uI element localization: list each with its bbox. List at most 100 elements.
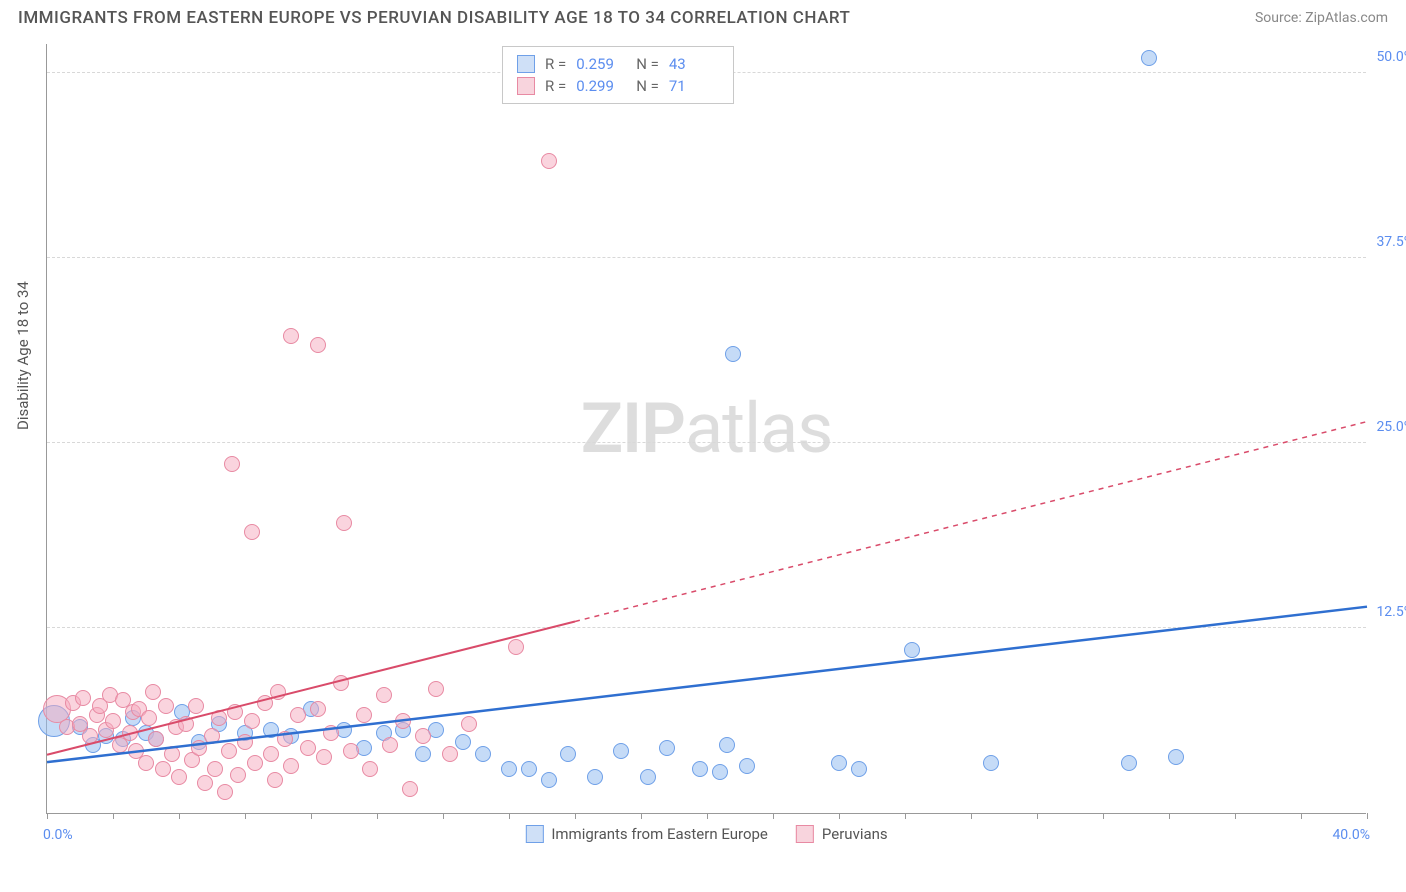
- data-point: [851, 761, 867, 777]
- legend-label: Peruvians: [822, 825, 888, 843]
- legend-label: Immigrants from Eastern Europe: [551, 825, 768, 843]
- data-point: [508, 639, 524, 655]
- data-point: [283, 758, 299, 774]
- xtick: [707, 813, 708, 819]
- gridline: [47, 257, 1366, 258]
- data-point: [692, 761, 708, 777]
- data-point: [138, 755, 154, 771]
- data-point: [300, 740, 316, 756]
- xtick: [1367, 813, 1368, 819]
- gridline: [47, 627, 1366, 628]
- data-point: [263, 746, 279, 762]
- legend-swatch: [517, 77, 535, 95]
- data-point: [395, 713, 411, 729]
- data-point: [217, 784, 233, 800]
- xtick: [47, 813, 48, 819]
- data-point: [158, 698, 174, 714]
- xtick: [773, 813, 774, 819]
- xtick: [839, 813, 840, 819]
- xtick: [179, 813, 180, 819]
- data-point: [171, 769, 187, 785]
- gridline: [47, 442, 1366, 443]
- data-point: [983, 755, 999, 771]
- data-point: [191, 740, 207, 756]
- data-point: [237, 734, 253, 750]
- data-point: [725, 346, 741, 362]
- data-point: [1141, 50, 1157, 66]
- data-point: [336, 515, 352, 531]
- xlabel-left: 0.0%: [43, 827, 73, 843]
- data-point: [316, 749, 332, 765]
- data-point: [145, 684, 161, 700]
- xtick: [641, 813, 642, 819]
- data-point: [475, 746, 491, 762]
- data-point: [197, 775, 213, 791]
- ytick-label: 37.5%: [1376, 234, 1406, 250]
- xtick: [971, 813, 972, 819]
- data-point: [739, 758, 755, 774]
- data-point: [247, 755, 263, 771]
- data-point: [310, 337, 326, 353]
- data-point: [521, 761, 537, 777]
- xtick: [245, 813, 246, 819]
- data-point: [283, 328, 299, 344]
- data-point: [415, 728, 431, 744]
- data-point: [719, 737, 735, 753]
- xtick: [1301, 813, 1302, 819]
- data-point: [415, 746, 431, 762]
- data-point: [402, 781, 418, 797]
- xtick: [443, 813, 444, 819]
- data-point: [560, 746, 576, 762]
- data-point: [1168, 749, 1184, 765]
- data-point: [82, 728, 98, 744]
- xtick: [1235, 813, 1236, 819]
- data-point: [904, 642, 920, 658]
- ytick-label: 25.0%: [1376, 419, 1406, 435]
- data-point: [221, 743, 237, 759]
- legend-swatch: [796, 825, 814, 843]
- xtick: [113, 813, 114, 819]
- data-point: [831, 755, 847, 771]
- data-point: [541, 153, 557, 169]
- ytick-label: 12.5%: [1376, 604, 1406, 620]
- legend-series: Immigrants from Eastern Europe Peruvians: [525, 825, 887, 843]
- data-point: [587, 769, 603, 785]
- data-point: [343, 743, 359, 759]
- data-point: [207, 761, 223, 777]
- data-point: [659, 740, 675, 756]
- data-point: [382, 737, 398, 753]
- regression-lines: [47, 44, 1367, 814]
- data-point: [122, 725, 138, 741]
- xlabel-right: 40.0%: [1332, 827, 1370, 843]
- data-point: [640, 769, 656, 785]
- data-point: [290, 707, 306, 723]
- data-point: [712, 764, 728, 780]
- data-point: [227, 704, 243, 720]
- data-point: [455, 734, 471, 750]
- plot-area: ZIPatlas 12.5%25.0%37.5%50.0%0.0%40.0%Im…: [46, 44, 1366, 814]
- data-point: [105, 713, 121, 729]
- data-point: [501, 761, 517, 777]
- legend-swatch: [525, 825, 543, 843]
- y-axis-title: Disability Age 18 to 34: [14, 281, 32, 430]
- data-point: [141, 710, 157, 726]
- data-point: [204, 728, 220, 744]
- data-point: [310, 701, 326, 717]
- xtick: [1103, 813, 1104, 819]
- legend-stats: R =0.259N =43R =0.299N =71: [502, 46, 734, 104]
- xtick: [377, 813, 378, 819]
- data-point: [155, 761, 171, 777]
- data-point: [323, 725, 339, 741]
- data-point: [613, 743, 629, 759]
- data-point: [230, 767, 246, 783]
- xtick: [311, 813, 312, 819]
- source-label: Source: ZipAtlas.com: [1255, 10, 1388, 26]
- xtick: [1169, 813, 1170, 819]
- chart-title: IMMIGRANTS FROM EASTERN EUROPE VS PERUVI…: [18, 8, 850, 28]
- data-point: [356, 707, 372, 723]
- data-point: [541, 772, 557, 788]
- data-point: [148, 731, 164, 747]
- xtick: [1037, 813, 1038, 819]
- data-point: [376, 687, 392, 703]
- data-point: [461, 716, 477, 732]
